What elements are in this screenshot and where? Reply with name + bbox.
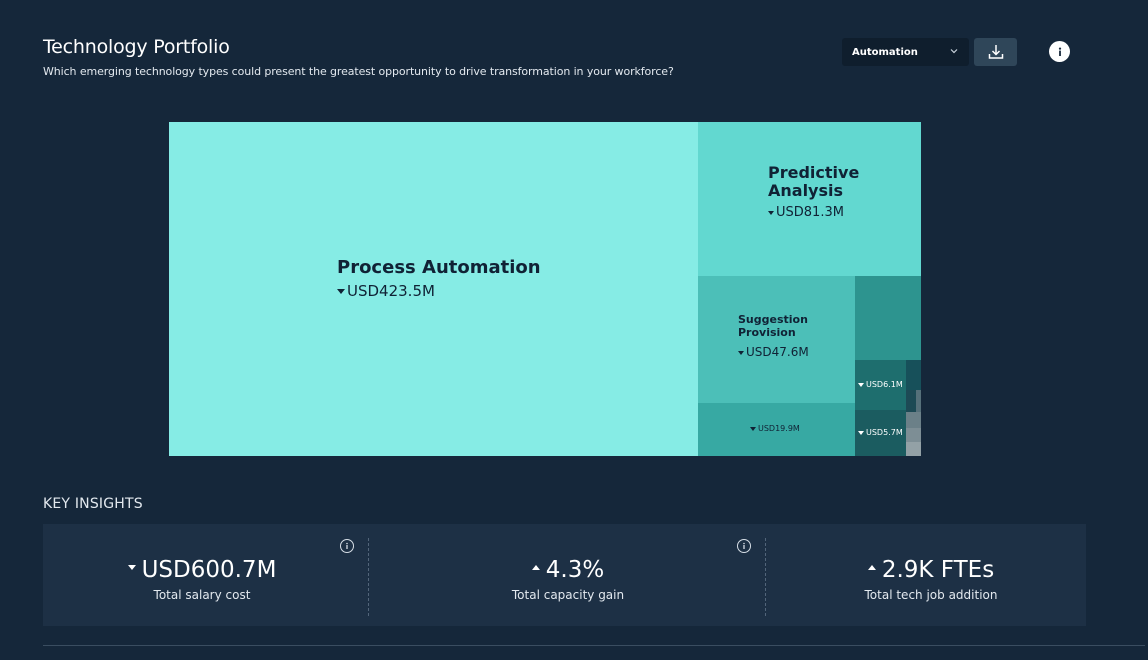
download-icon [988,45,1003,59]
kpi-value: USD600.7M [43,557,361,583]
trend-down-icon [750,426,756,431]
kpi-value: 4.3% [370,557,766,583]
trend-down-icon [768,210,774,215]
info-button[interactable] [1049,41,1070,62]
treemap-cell-large-unlabeled[interactable] [855,276,921,360]
kpi-card-capacity-gain: 4.3% Total capacity gain [370,524,766,626]
treemap-cell-usd6-1m[interactable]: USD6.1M [855,360,906,410]
kpi-label: Total salary cost [153,588,251,602]
cell-label: Suggestion Provision [738,313,808,339]
trend-down-icon [127,565,136,570]
trend-up-icon [867,565,876,570]
technology-type-select[interactable]: Automation [842,38,969,66]
technology-treemap: Process Automation USD423.5M Predictive A… [169,122,921,456]
kpi-label: Total tech job addition [864,588,998,602]
info-icon[interactable] [340,539,354,553]
key-insights-panel: USD600.7M Total salary cost 4.3% Total c… [43,524,1086,626]
treemap-cell-suggestion-provision[interactable]: Suggestion Provision USD47.6M [698,276,855,403]
page-title: Technology Portfolio [43,36,230,58]
treemap-cell-small[interactable] [906,390,916,412]
trend-up-icon [531,565,540,570]
key-insights-heading: KEY INSIGHTS [43,496,143,512]
kpi-value: 2.9K FTEs [767,557,1095,583]
chevron-down-icon [950,49,958,54]
info-icon[interactable] [737,539,751,553]
trend-down-icon [738,350,744,355]
cell-value: USD5.7M [858,428,903,437]
treemap-cell-small[interactable] [906,442,921,456]
cell-label: Process Automation [337,257,541,278]
kpi-card-salary-cost: USD600.7M Total salary cost [43,524,361,626]
treemap-cell-small[interactable] [906,360,921,390]
trend-down-icon [337,289,345,294]
treemap-cell-process-automation[interactable]: Process Automation USD423.5M [169,122,698,456]
treemap-cell-small[interactable] [916,390,921,412]
cell-value: USD423.5M [337,282,435,300]
cell-value: USD19.9M [750,424,800,433]
page-subtitle: Which emerging technology types could pr… [43,65,674,78]
kpi-label: Total capacity gain [511,588,625,602]
cell-value: USD81.3M [768,205,844,220]
kpi-divider [765,538,766,616]
cell-label: Predictive Analysis [768,163,860,201]
kpi-card-tech-job-addition: 2.9K FTEs Total tech job addition [767,524,1095,626]
select-value: Automation [852,46,918,58]
cell-value: USD6.1M [858,380,903,389]
treemap-cell-usd5-7m[interactable]: USD5.7M [855,410,906,456]
treemap-cell-small[interactable] [906,428,921,442]
download-button[interactable] [974,38,1017,66]
treemap-cell-usd19-9m[interactable]: USD19.9M [698,403,855,456]
kpi-divider [368,538,369,616]
info-icon [1058,47,1061,56]
treemap-cell-predictive-analysis[interactable]: Predictive Analysis USD81.3M [698,122,921,276]
divider-line [43,645,1145,646]
cell-value: USD47.6M [738,345,809,359]
trend-down-icon [858,382,864,387]
trend-down-icon [858,430,864,435]
treemap-cell-small[interactable] [906,412,921,428]
